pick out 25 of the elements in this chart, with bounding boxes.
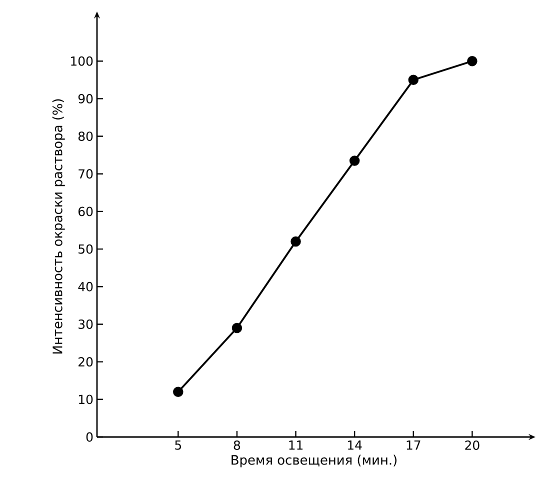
point bbox=[467, 56, 478, 66]
y-tick-label: 30 bbox=[78, 320, 93, 329]
point bbox=[173, 386, 184, 398]
x-tick-label: 17 bbox=[406, 440, 420, 450]
x-tick-label: 20 bbox=[465, 440, 480, 450]
y-tick-label: 40 bbox=[78, 282, 93, 292]
y-tick-label: 60 bbox=[78, 206, 93, 216]
y-tick-label: 70 bbox=[78, 169, 93, 179]
point bbox=[290, 236, 301, 247]
x-axis-title: Время освещения (мин.) bbox=[232, 454, 396, 468]
y-tick-label: 50 bbox=[78, 244, 93, 254]
x-tick-label: 11 bbox=[289, 440, 303, 450]
point bbox=[349, 156, 360, 166]
point bbox=[232, 322, 242, 334]
y-tick-label: 90 bbox=[78, 94, 93, 104]
y-tick-label: 0 bbox=[86, 432, 93, 442]
x-tick-label: 5 bbox=[175, 440, 182, 450]
x-tick-label: 8 bbox=[234, 440, 240, 450]
y-axis-title: Интенсивность окраски раствора (%) bbox=[52, 99, 65, 354]
y-tick-label: 80 bbox=[78, 132, 93, 141]
y-tick-label: 100 bbox=[71, 56, 93, 66]
y-tick-label: 20 bbox=[78, 357, 93, 367]
point bbox=[408, 74, 419, 86]
y-tick-label: 10 bbox=[79, 394, 93, 404]
x-tick-label: 14 bbox=[348, 440, 362, 450]
